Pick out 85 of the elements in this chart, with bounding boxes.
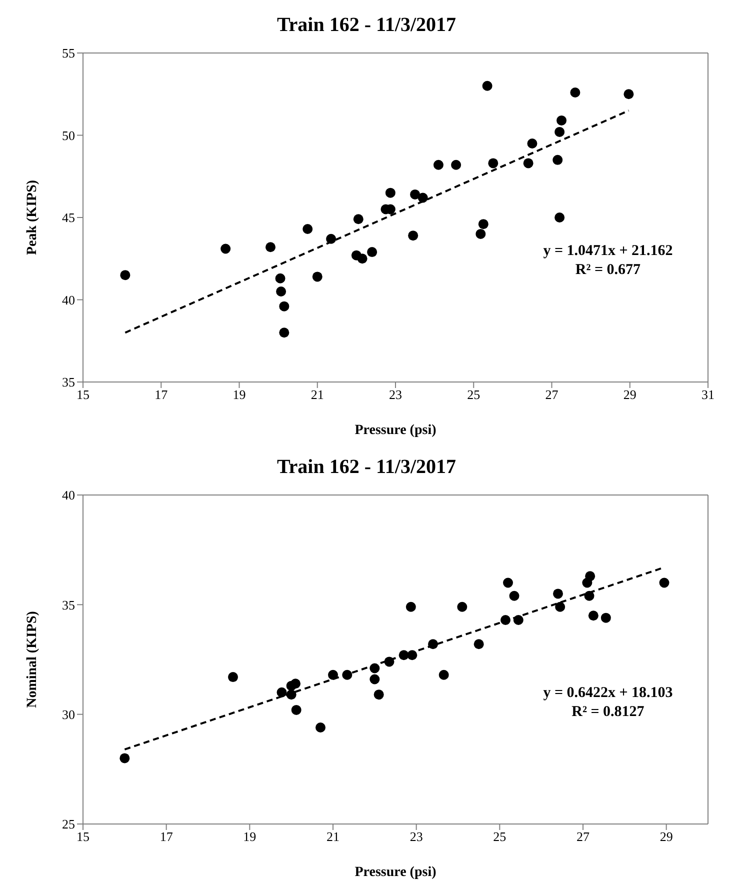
point [523,158,534,168]
point [476,228,486,239]
point [275,273,286,284]
y-axis-title: Peak (KIPS) [24,180,40,256]
point [474,639,484,650]
point [554,212,565,222]
point [588,610,598,621]
point [279,328,290,338]
point [554,126,565,137]
point [228,672,238,682]
x-tick-label: 25 [493,829,506,844]
annotation: y = 0.6422x + 18.103 [542,684,674,703]
x-tick-label: 17 [160,829,174,844]
annotation: y = 1.0471x + 21.162 [542,242,674,261]
point [438,670,449,680]
point [624,89,634,100]
y-axis-title: Nominal (KIPS) [24,610,40,708]
point [276,687,287,698]
point [370,674,380,684]
x-tick-label: 23 [389,387,402,402]
point [555,602,566,612]
y-tick-label: 45 [62,210,75,226]
x-tick-label: 17 [154,387,168,402]
y-tick-label: 40 [62,488,75,503]
chart-title: Train 162 - 11/3/2017 [276,13,458,38]
x-tick-label: 15 [76,829,90,844]
point [509,590,520,601]
y-tick-label: 30 [62,706,75,722]
x-tick-label: 19 [232,387,246,402]
point [316,722,326,732]
x-axis-title: Pressure (psi) [354,423,437,438]
point [570,87,580,98]
point [457,602,468,612]
y-tick-label: 25 [62,816,75,832]
point [482,80,492,91]
x-tick-label: 21 [310,387,324,402]
x-tick-label: 15 [76,387,90,402]
point [410,189,420,200]
point [120,753,130,764]
point [220,244,231,254]
annotation: R² = 0.8127 [570,703,646,722]
point [266,242,276,252]
point [120,270,130,280]
point [451,160,462,170]
point [374,690,384,700]
x-tick-label: 19 [243,829,256,844]
x-axis-title: Pressure (psi) [354,865,437,880]
point [406,602,416,612]
annotation: R² = 0.677 [574,261,642,280]
point [503,578,513,588]
y-tick-label: 50 [62,128,75,143]
point [385,188,396,198]
point [553,588,563,599]
point [478,219,488,230]
point [556,115,567,126]
point [488,158,498,168]
point [302,224,313,234]
x-tick-label: 23 [410,829,423,844]
point [291,704,302,715]
x-tick-label: 29 [623,387,636,402]
point [276,286,286,297]
y-tick-label: 40 [62,292,75,308]
point [527,138,538,148]
point [408,230,418,241]
point [585,571,596,582]
point [552,154,563,165]
y-tick-label: 55 [62,46,75,61]
x-tick-label: 27 [576,829,590,844]
x-tick-label: 25 [467,387,480,402]
point [600,612,611,623]
x-tick-label: 29 [660,829,673,844]
point [353,214,364,224]
y-tick-label: 35 [62,374,75,390]
chart-title: Train 162 - 11/3/2017 [276,455,458,480]
x-tick-label: 21 [326,829,340,844]
point [279,301,290,312]
point [433,160,444,170]
point [312,272,322,282]
x-tick-label: 27 [545,387,559,402]
x-tick-label: 31 [702,387,714,402]
point [357,254,368,264]
point [290,678,300,689]
y-tick-label: 35 [62,597,75,612]
point [659,578,670,588]
point [367,247,378,258]
